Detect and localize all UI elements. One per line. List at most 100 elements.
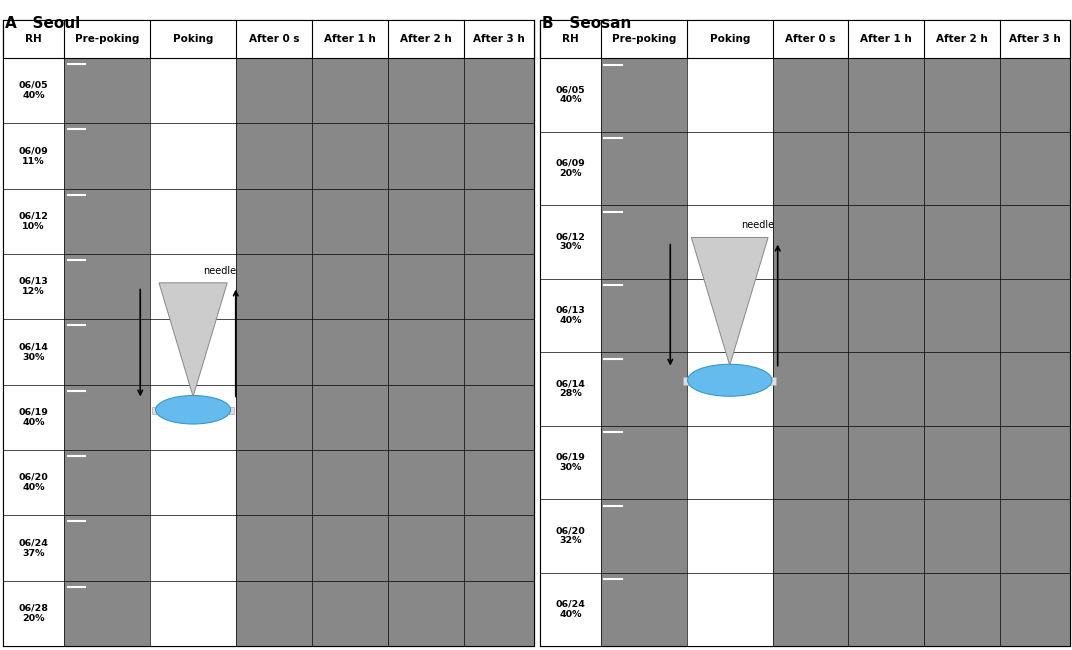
Bar (540, 20, 1070, 646)
Bar (464, 385, 534, 450)
Text: 06/19
40%: 06/19 40% (18, 408, 48, 427)
Bar (236, 188, 312, 254)
Bar (540, 573, 601, 646)
Bar (312, 450, 388, 515)
Text: 06/20
40%: 06/20 40% (18, 473, 48, 492)
Text: Pre-poking: Pre-poking (75, 34, 139, 44)
Bar (848, 205, 924, 278)
Bar (601, 573, 687, 646)
Bar (3, 20, 534, 646)
Bar (687, 352, 773, 426)
Bar (924, 573, 1000, 646)
Bar (236, 254, 312, 319)
Text: B   Seosan: B Seosan (542, 16, 631, 31)
Bar (64, 580, 150, 646)
Text: RH: RH (25, 34, 42, 44)
Bar (687, 205, 773, 278)
Text: RH: RH (562, 34, 579, 44)
Bar (464, 319, 534, 385)
Bar (687, 278, 773, 352)
Bar (236, 124, 312, 188)
Bar (924, 131, 1000, 205)
Bar (236, 58, 312, 124)
Bar (150, 58, 236, 124)
Bar (312, 124, 388, 188)
Bar (601, 278, 687, 352)
Bar (64, 515, 150, 580)
Bar (236, 450, 312, 515)
Bar (687, 499, 773, 573)
Text: 06/05
40%: 06/05 40% (555, 85, 585, 105)
Bar (64, 254, 150, 319)
Bar (1000, 278, 1070, 352)
Bar (924, 278, 1000, 352)
Text: 06/28
20%: 06/28 20% (18, 604, 48, 623)
Bar (924, 499, 1000, 573)
Bar (150, 580, 236, 646)
Bar (924, 58, 1000, 131)
Bar (312, 580, 388, 646)
Bar (64, 385, 150, 450)
Bar (388, 450, 464, 515)
Bar (64, 450, 150, 515)
Text: After 2 h: After 2 h (400, 34, 451, 44)
Bar (540, 20, 1070, 58)
Bar (464, 580, 534, 646)
Bar (540, 131, 601, 205)
Bar (150, 188, 236, 254)
Bar (540, 352, 601, 426)
Bar (464, 188, 534, 254)
Bar (848, 352, 924, 426)
Bar (312, 188, 388, 254)
Text: After 3 h: After 3 h (473, 34, 525, 44)
Bar (3, 58, 64, 124)
Text: 06/14
30%: 06/14 30% (18, 343, 48, 361)
Bar (540, 278, 601, 352)
Bar (773, 499, 848, 573)
Bar (924, 352, 1000, 426)
FancyBboxPatch shape (152, 407, 235, 414)
Text: 06/09
20%: 06/09 20% (555, 159, 585, 178)
Bar (150, 254, 236, 319)
Bar (388, 124, 464, 188)
Bar (236, 385, 312, 450)
Bar (312, 319, 388, 385)
Bar (848, 573, 924, 646)
Bar (236, 515, 312, 580)
Bar (464, 58, 534, 124)
Text: 06/19
30%: 06/19 30% (555, 452, 585, 472)
Bar (3, 580, 64, 646)
Text: 06/09
11%: 06/09 11% (18, 146, 48, 166)
Bar (924, 205, 1000, 278)
Bar (388, 580, 464, 646)
Bar (773, 58, 848, 131)
Text: 06/12
30%: 06/12 30% (555, 232, 585, 252)
Bar (150, 450, 236, 515)
Text: After 0 s: After 0 s (786, 34, 836, 44)
Bar (64, 319, 150, 385)
Text: After 2 h: After 2 h (936, 34, 988, 44)
Bar (236, 319, 312, 385)
Bar (1000, 131, 1070, 205)
Bar (1000, 352, 1070, 426)
Text: 06/13
12%: 06/13 12% (18, 277, 48, 296)
Bar (388, 319, 464, 385)
Text: 06/05
40%: 06/05 40% (18, 81, 48, 100)
Bar (601, 499, 687, 573)
Bar (464, 450, 534, 515)
Text: 06/24
37%: 06/24 37% (18, 538, 48, 558)
Bar (312, 515, 388, 580)
Text: 06/24
40%: 06/24 40% (555, 599, 585, 619)
Bar (1000, 426, 1070, 499)
Polygon shape (159, 283, 227, 396)
Bar (848, 278, 924, 352)
Bar (388, 58, 464, 124)
Bar (3, 450, 64, 515)
Bar (687, 573, 773, 646)
Bar (773, 278, 848, 352)
Bar (3, 20, 534, 58)
Bar (64, 124, 150, 188)
Bar (150, 319, 236, 385)
Text: Pre-poking: Pre-poking (612, 34, 676, 44)
Text: 06/20
32%: 06/20 32% (555, 526, 585, 545)
